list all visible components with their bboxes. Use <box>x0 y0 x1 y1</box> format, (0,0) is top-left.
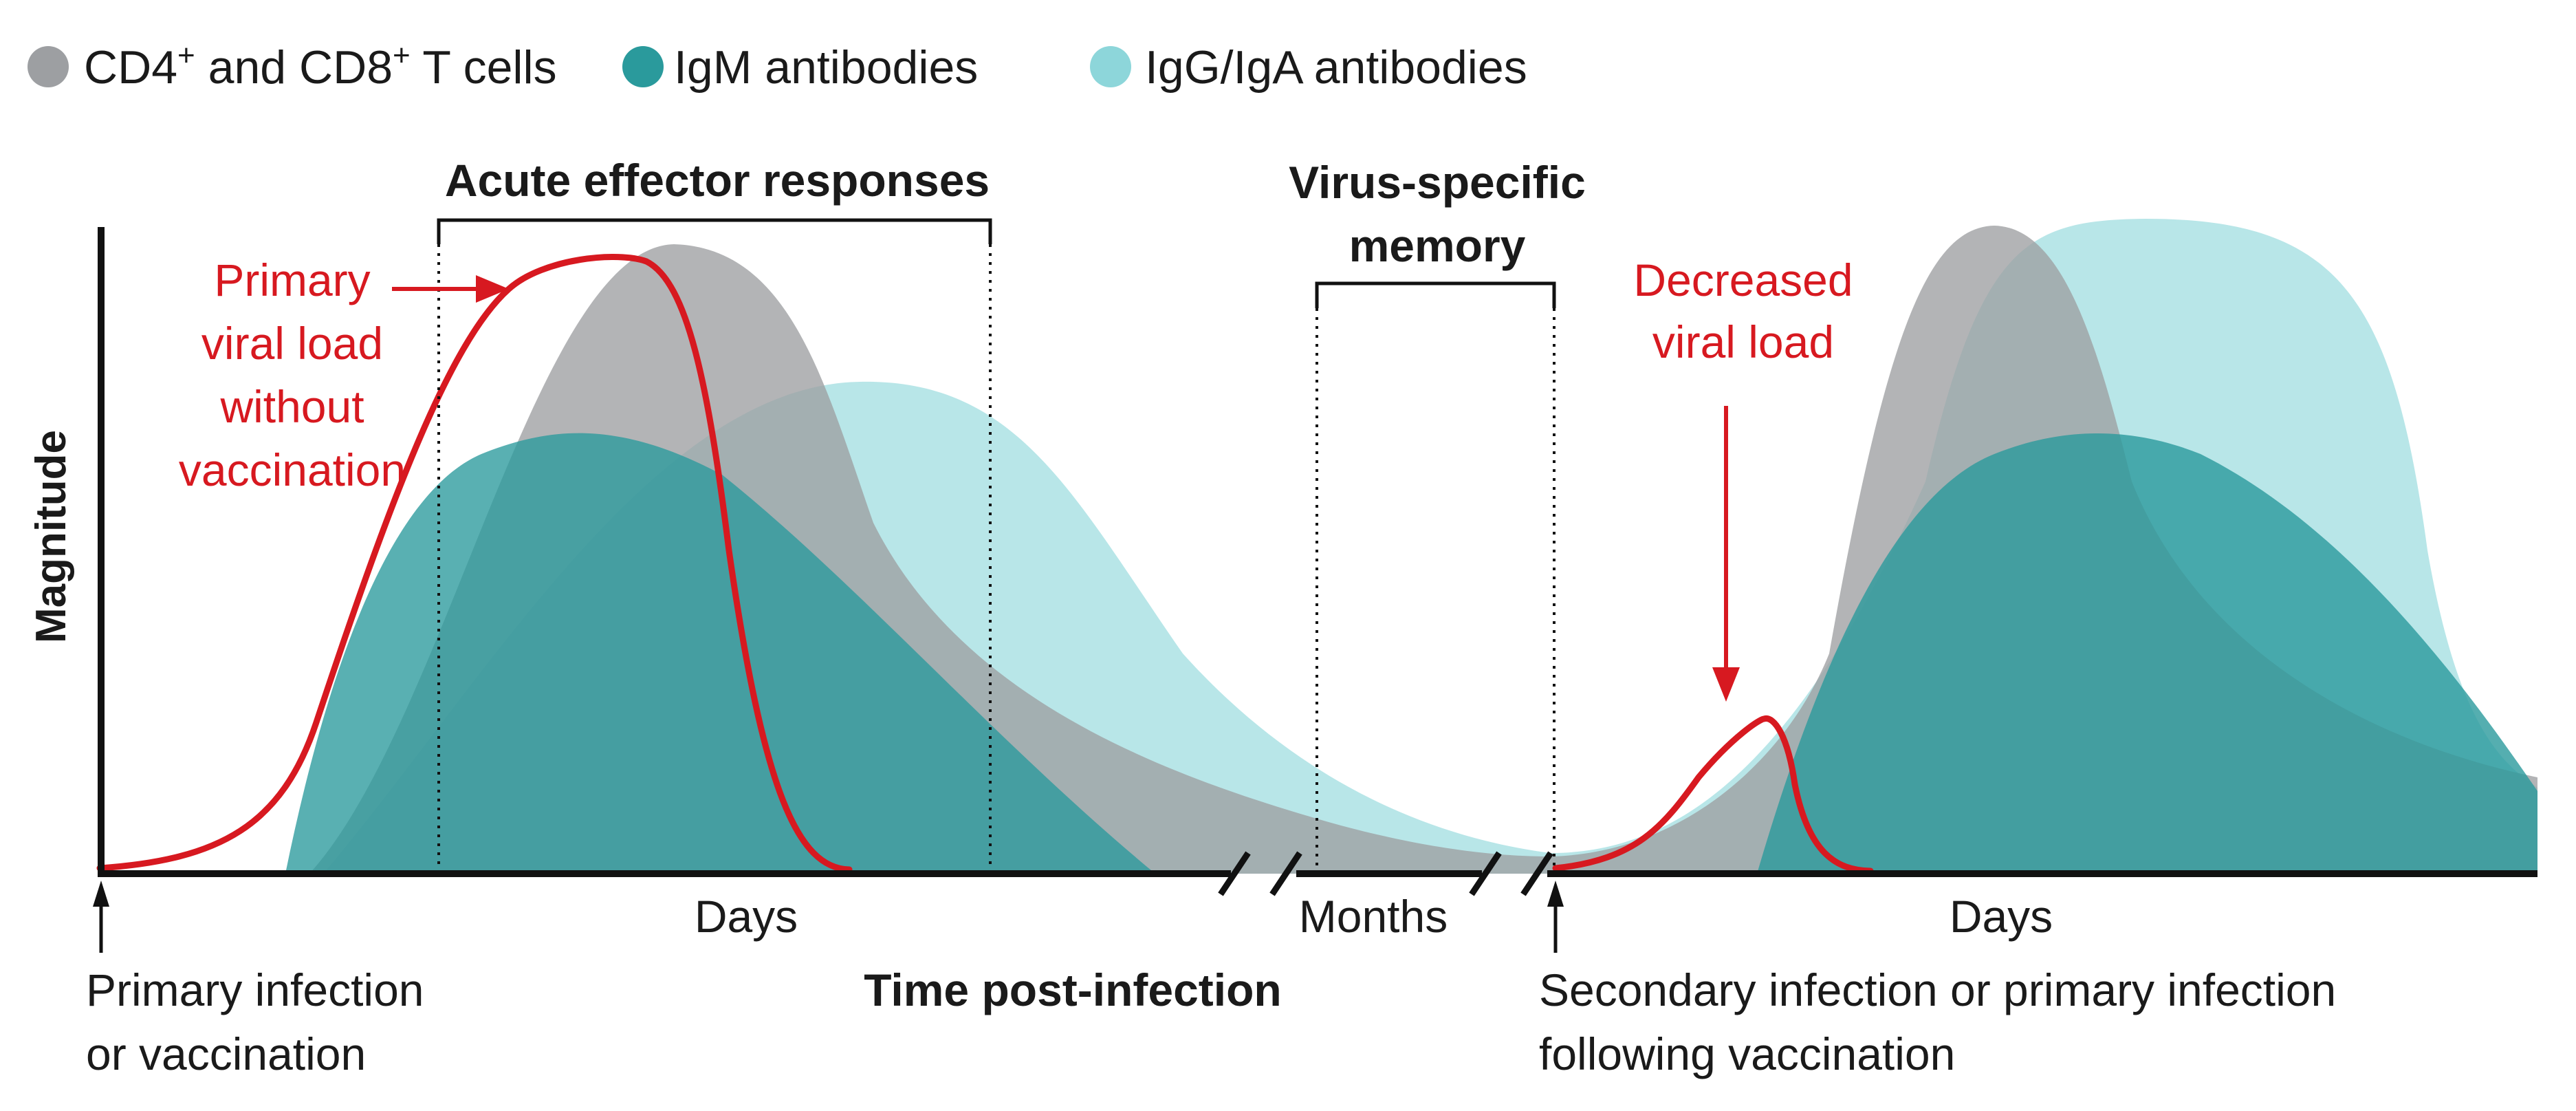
primary-viral-annotation: Primary viral load without vaccination <box>179 255 509 495</box>
decreased-viral-label-1: Decreased <box>1633 255 1853 305</box>
legend-label-igg: IgG/IgA antibodies <box>1145 41 1527 94</box>
arrow-up-icon <box>93 881 109 907</box>
decreased-viral-label-2: viral load <box>1652 316 1834 367</box>
acute-bracket-label: Acute effector responses <box>445 155 990 206</box>
memory-bracket: Virus-specific memory <box>1289 157 1586 870</box>
secondary-event-label-1: Secondary infection or primary infection <box>1539 964 2336 1015</box>
legend-label-igm: IgM antibodies <box>674 41 978 94</box>
response-curves <box>285 219 2537 874</box>
primary-viral-arrowhead <box>476 275 509 303</box>
primary-viral-label-2: viral load <box>201 318 383 369</box>
legend-swatch-igg <box>1090 46 1131 87</box>
primary-viral-label-1: Primary <box>214 255 370 305</box>
memory-bracket-label-line2: memory <box>1349 220 1526 271</box>
axis-break-1 <box>1218 851 1302 896</box>
acute-bracket-line <box>437 218 992 244</box>
viral-load-primary <box>96 254 853 873</box>
legend-label-tcells: CD4+ and CD8+ T cells <box>84 39 557 94</box>
secondary-event-marker: Secondary infection or primary infection… <box>1539 881 2336 1079</box>
x-axis-label: Time post-infection <box>864 964 1281 1015</box>
decreased-viral-annotation: Decreased viral load <box>1633 255 1853 702</box>
primary-viral-label-4: vaccination <box>179 444 406 495</box>
primary-event-label-2: or vaccination <box>86 1028 366 1079</box>
arrow-up-icon <box>1547 881 1564 907</box>
legend-swatch-igm <box>622 46 664 87</box>
axis-break-2 <box>1469 851 1553 896</box>
legend-swatch-tcells <box>28 46 69 87</box>
legend: CD4+ and CD8+ T cells IgM antibodies IgG… <box>28 39 1527 94</box>
x-segment-months: Months <box>1299 891 1448 942</box>
decreased-viral-arrowhead <box>1712 667 1740 702</box>
primary-event-marker: Primary infection or vaccination <box>86 881 424 1079</box>
x-segment-days-2: Days <box>1950 891 2053 942</box>
primary-viral-label-3: without <box>219 381 364 432</box>
axes: Magnitude Days Months Days Time post-inf… <box>28 227 2537 1015</box>
igm-curve-primary <box>285 433 1155 874</box>
memory-bracket-label-line1: Virus-specific <box>1289 157 1586 208</box>
acute-bracket: Acute effector responses <box>437 155 992 870</box>
memory-bracket-line <box>1315 281 1556 308</box>
viral-load-curves <box>96 254 1874 874</box>
viral-load-secondary <box>1552 715 1874 874</box>
igm-curve-secondary <box>1757 433 2537 874</box>
secondary-event-label-2: following vaccination <box>1539 1028 1955 1079</box>
primary-event-label-1: Primary infection <box>86 964 424 1015</box>
y-axis-label: Magnitude <box>28 430 75 643</box>
x-segment-days-1: Days <box>695 891 798 942</box>
